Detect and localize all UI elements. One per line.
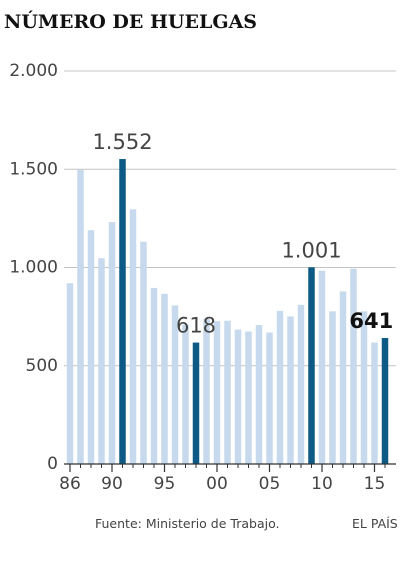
bar bbox=[350, 268, 357, 464]
bar bbox=[266, 332, 273, 464]
bar bbox=[129, 209, 137, 464]
bar-highlighted bbox=[308, 267, 315, 464]
bar bbox=[77, 169, 84, 465]
y-tick-label: 500 bbox=[26, 356, 58, 376]
bar bbox=[66, 283, 74, 464]
bar bbox=[234, 329, 242, 464]
bar bbox=[371, 342, 378, 464]
x-tick-label: 95 bbox=[154, 474, 176, 494]
bar bbox=[213, 321, 221, 464]
bar bbox=[276, 310, 284, 464]
bar bbox=[297, 304, 305, 464]
bar bbox=[339, 291, 347, 464]
bar bbox=[245, 331, 252, 464]
bar bbox=[224, 320, 231, 464]
bar bbox=[150, 287, 158, 464]
data-label: 618 bbox=[176, 314, 216, 338]
data-label: 641 bbox=[349, 309, 393, 333]
data-label: 1.552 bbox=[92, 130, 152, 154]
bar bbox=[329, 311, 336, 464]
bars-layer bbox=[66, 159, 389, 465]
y-tick-label: 0 bbox=[47, 454, 58, 474]
y-tick-label: 1.500 bbox=[9, 159, 58, 179]
publisher-label: EL PAÍS bbox=[352, 516, 398, 531]
y-tick-label: 1.000 bbox=[9, 258, 58, 278]
y-tick-labels: 0 500 1.000 1.500 2.000 bbox=[9, 61, 58, 474]
bar bbox=[161, 293, 168, 464]
x-axis: 86 90 95 00 05 10 15 bbox=[59, 463, 396, 494]
bar-highlighted bbox=[119, 159, 126, 465]
chart-title: NÚMERO DE HUELGAS bbox=[4, 10, 257, 33]
x-tick-label: 86 bbox=[59, 474, 81, 494]
x-tick-label: 05 bbox=[259, 474, 281, 494]
x-tick-label: 90 bbox=[101, 474, 123, 494]
data-label: 1.001 bbox=[281, 238, 341, 262]
x-tick-label: 15 bbox=[364, 474, 386, 494]
bar bbox=[287, 316, 294, 464]
y-tick-label: 2.000 bbox=[9, 61, 58, 81]
bar bbox=[108, 222, 116, 464]
bar bbox=[182, 324, 189, 464]
bar bbox=[171, 305, 179, 464]
bar bbox=[87, 230, 95, 464]
bar bbox=[360, 311, 368, 464]
source-note: Fuente: Ministerio de Trabajo. bbox=[95, 516, 279, 531]
x-tick-label: 00 bbox=[206, 474, 228, 494]
bar bbox=[203, 318, 210, 464]
bar bbox=[98, 258, 105, 464]
bar bbox=[255, 325, 263, 464]
bar bbox=[140, 241, 147, 464]
bar-highlighted bbox=[192, 342, 200, 464]
x-tick-label: 10 bbox=[311, 474, 333, 494]
bar-highlighted bbox=[381, 338, 389, 464]
bar bbox=[318, 270, 326, 464]
annotations-layer: 1.552 618 1.001 641 bbox=[92, 130, 393, 338]
